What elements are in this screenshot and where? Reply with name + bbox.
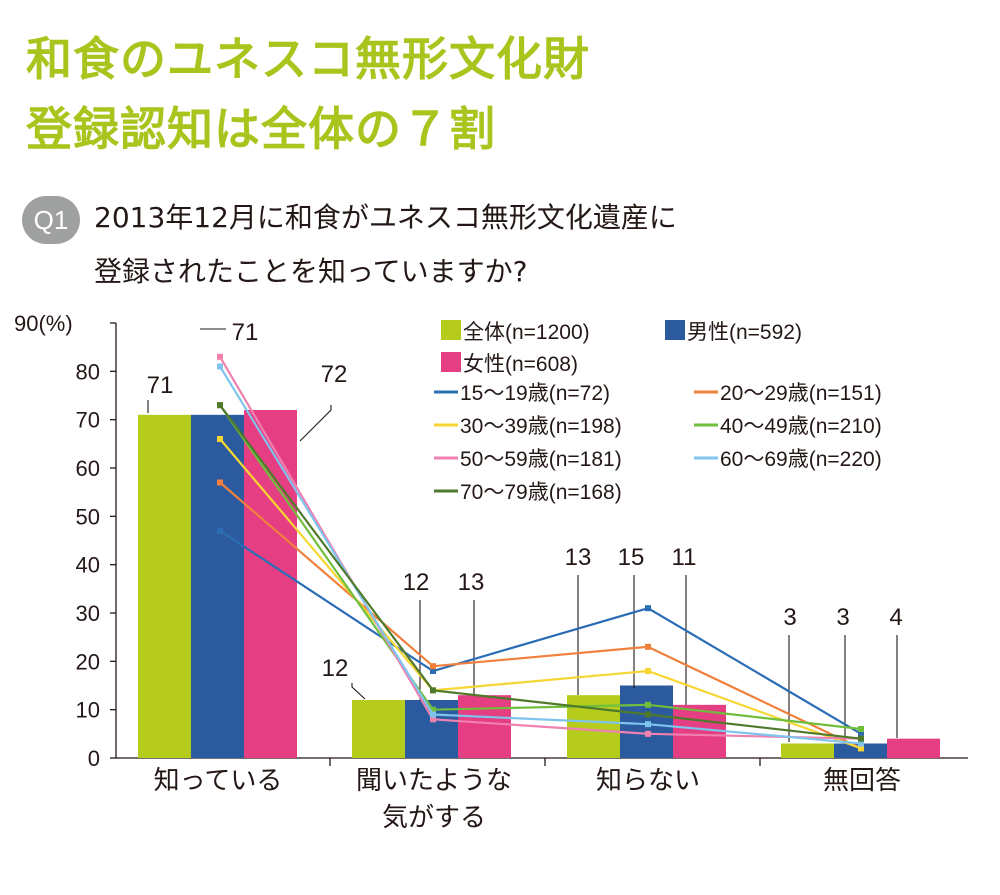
- line-marker: [430, 716, 436, 723]
- line-marker: [645, 711, 651, 718]
- line-marker: [217, 402, 223, 409]
- y-tick-label: 80: [76, 359, 100, 384]
- bar: [458, 695, 511, 758]
- line-marker: [217, 436, 223, 442]
- line-marker: [858, 730, 864, 737]
- headline-line-2: 登録認知は全体の７割: [26, 102, 496, 156]
- y-tick-label: 90(%): [14, 311, 73, 336]
- x-category-label: 気がする: [382, 802, 486, 832]
- legend-swatch: [665, 320, 685, 340]
- line-series: [219, 356, 862, 740]
- x-category-label: 知らない: [596, 765, 700, 795]
- line-marker: [645, 730, 651, 737]
- y-tick-label: 50: [76, 504, 100, 529]
- legend-swatch: [441, 352, 461, 372]
- y-tick-label: 0: [88, 746, 100, 771]
- line-marker: [217, 363, 223, 370]
- line-series: [219, 438, 862, 750]
- y-tick-label: 70: [76, 408, 100, 433]
- bar-value-label: 11: [672, 544, 697, 571]
- line-marker: [645, 668, 651, 674]
- x-category-label: 無回答: [823, 765, 901, 795]
- legend-label: 20〜29歳(n=151): [720, 382, 882, 405]
- bar-value-label: 12: [403, 569, 430, 596]
- legend-label: 30〜39歳(n=198): [460, 415, 622, 438]
- value-leader-line: [351, 683, 366, 700]
- line-marker: [645, 643, 651, 650]
- line-series: [219, 481, 862, 750]
- legend-label: 15〜19歳(n=72): [460, 382, 610, 405]
- bar: [887, 738, 940, 758]
- line-series: [219, 404, 862, 731]
- legend-label: 40〜49歳(n=210): [720, 415, 882, 438]
- y-tick-label: 20: [76, 649, 100, 674]
- bar-value-label: 3: [783, 604, 796, 631]
- bar: [191, 414, 244, 758]
- bar-value-label: 12: [322, 655, 349, 682]
- legend-label: 50〜59歳(n=181): [460, 448, 622, 471]
- legend-label: 全体(n=1200): [463, 321, 590, 344]
- y-tick-label: 60: [76, 456, 100, 481]
- x-category-label: 知っている: [154, 765, 283, 795]
- line-series: [219, 529, 862, 735]
- line-marker: [217, 353, 223, 360]
- line-marker: [858, 726, 864, 732]
- bar-value-label: 15: [618, 544, 645, 571]
- bar-value-label: 3: [836, 604, 849, 631]
- legend-label: 70〜79歳(n=168): [460, 481, 622, 504]
- question-text-line-1: 2013年12月に和食がユネスコ無形文化遺産に: [94, 201, 677, 234]
- y-tick-label: 30: [76, 601, 100, 626]
- bar-value-label: 72: [321, 361, 348, 388]
- line-series: [219, 365, 862, 745]
- line-marker: [430, 687, 436, 694]
- bar-value-label: 71: [232, 319, 259, 346]
- line-marker: [430, 663, 436, 670]
- bar: [352, 700, 405, 758]
- question-text-line-2: 登録されたことを知っていますか?: [94, 255, 528, 288]
- bar: [244, 410, 297, 758]
- line-marker: [217, 479, 223, 486]
- line-marker: [645, 701, 651, 708]
- line-marker: [430, 668, 436, 674]
- line-marker: [645, 605, 651, 612]
- line-marker: [858, 740, 864, 747]
- line-marker: [858, 735, 864, 742]
- question-badge: Q1: [22, 196, 80, 244]
- y-tick-label: 10: [76, 698, 100, 723]
- line-marker: [645, 721, 651, 728]
- headline-line-1: 和食のユネスコ無形文化財: [26, 32, 590, 86]
- legend-label: 男性(n=592): [687, 321, 802, 344]
- bar: [138, 414, 191, 758]
- bar-value-label: 71: [147, 372, 174, 399]
- value-leader-line: [299, 405, 332, 442]
- x-category-label: 聞いたような: [356, 765, 512, 795]
- line-series: [219, 404, 862, 740]
- line-marker: [858, 745, 864, 752]
- bar-value-label: 13: [458, 569, 485, 596]
- bar-value-label: 4: [889, 604, 902, 631]
- line-marker: [217, 527, 223, 534]
- bar-value-label: 13: [565, 544, 592, 571]
- y-tick-label: 40: [76, 553, 100, 578]
- legend-label: 女性(n=608): [463, 353, 578, 376]
- bar: [781, 743, 834, 758]
- line-marker: [430, 706, 436, 713]
- legend-swatch: [441, 320, 461, 340]
- legend-label: 60〜69歳(n=220): [720, 448, 882, 471]
- line-marker: [430, 711, 436, 718]
